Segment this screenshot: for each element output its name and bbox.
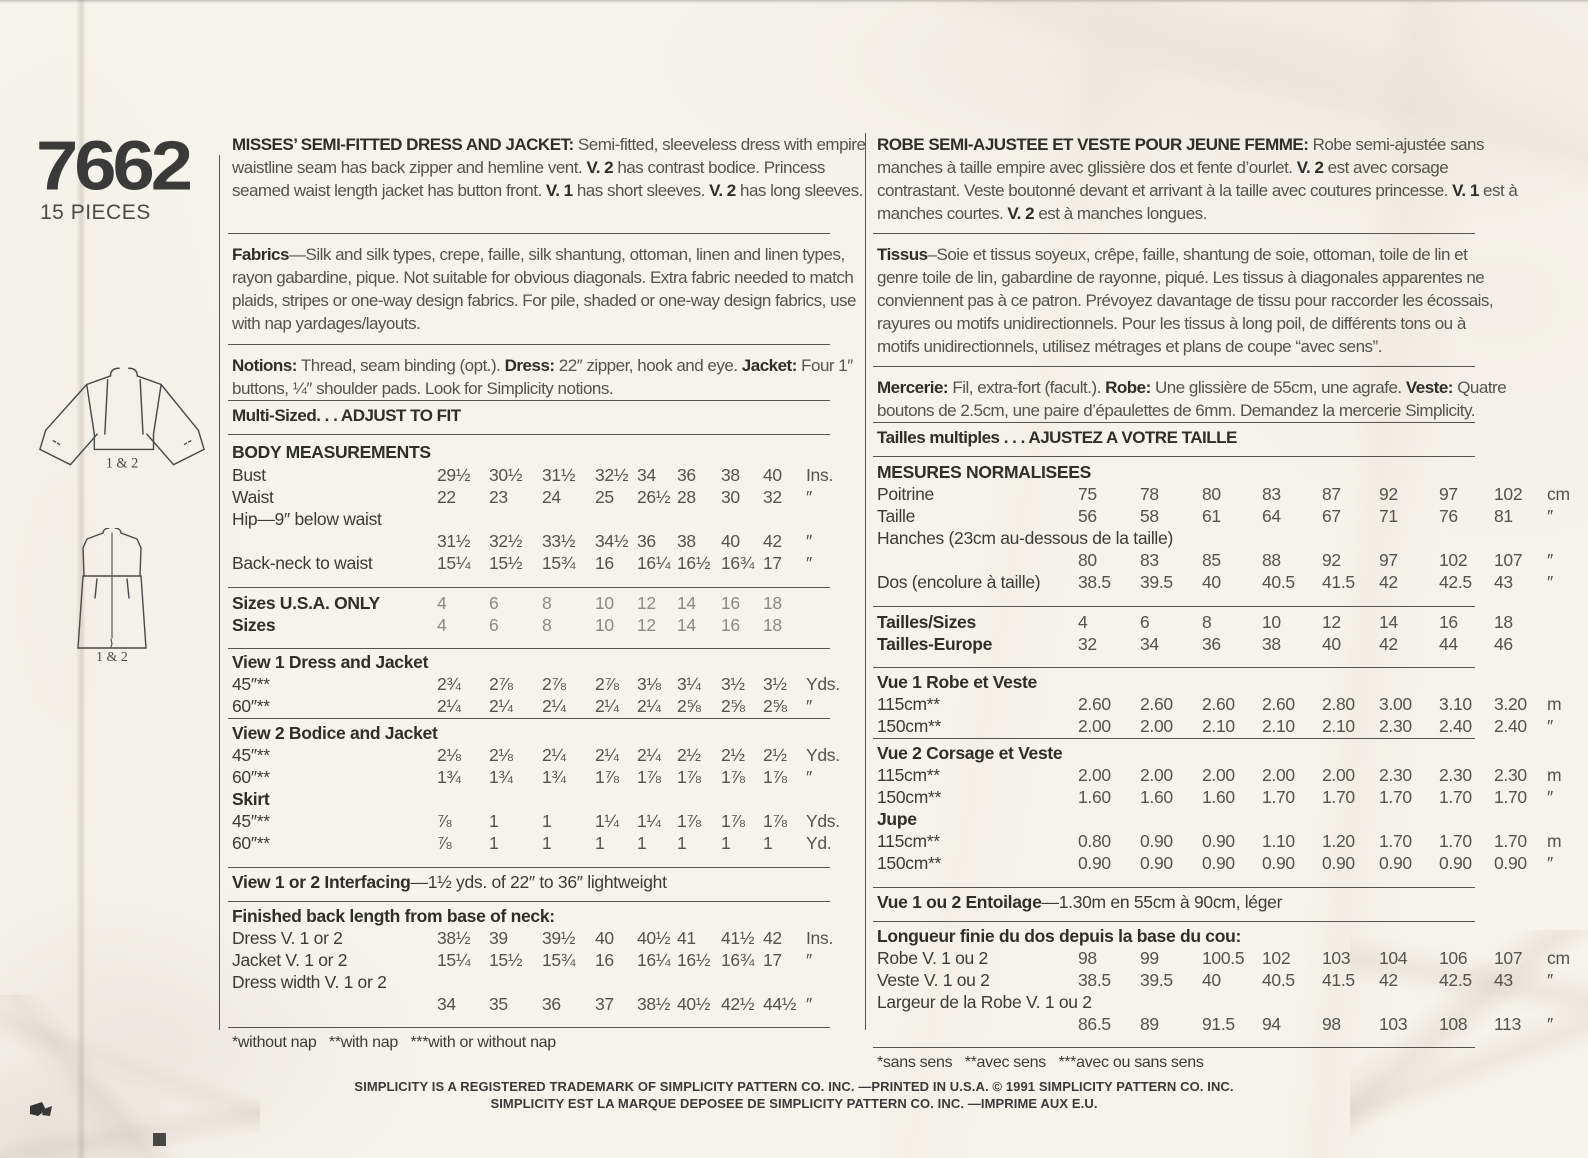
svg-text:1 & 2: 1 & 2	[106, 456, 139, 472]
svg-text:1 & 2: 1 & 2	[96, 650, 128, 665]
